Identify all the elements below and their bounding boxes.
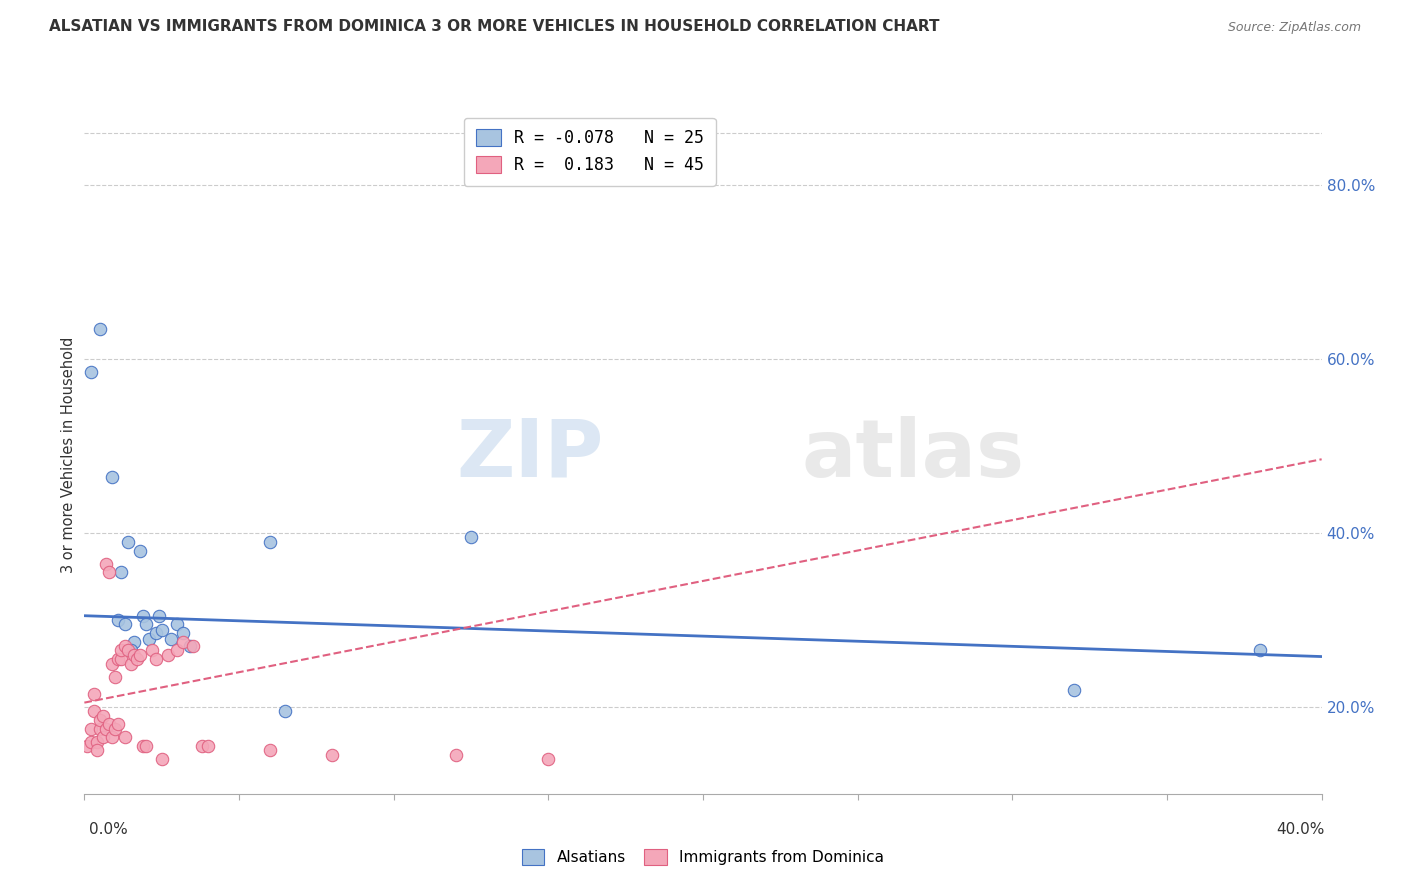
Point: [138, 632, 160, 647]
Point: [145, 652, 167, 666]
Point: [321, 747, 343, 762]
Point: [79, 735, 101, 749]
Point: [76, 739, 98, 753]
Point: [125, 652, 148, 666]
Point: [110, 652, 132, 666]
Point: [86, 735, 108, 749]
Legend: Alsatians, Immigrants from Dominica: Alsatians, Immigrants from Dominica: [516, 843, 890, 871]
Point: [166, 643, 188, 657]
Point: [150, 624, 173, 638]
Point: [132, 608, 155, 623]
Point: [91, 731, 114, 745]
Point: [101, 731, 124, 745]
Point: [129, 648, 152, 662]
Point: [444, 747, 467, 762]
Point: [79, 722, 101, 736]
Point: [98, 566, 121, 580]
Point: [181, 639, 204, 653]
Point: [91, 708, 114, 723]
Point: [135, 617, 157, 632]
Point: [1249, 643, 1271, 657]
Point: [79, 365, 101, 379]
Text: 0.0%: 0.0%: [89, 822, 128, 837]
Point: [122, 634, 145, 648]
Y-axis label: 3 or more Vehicles in Household: 3 or more Vehicles in Household: [60, 337, 76, 573]
Point: [83, 704, 105, 718]
Point: [101, 657, 124, 671]
Point: [104, 722, 127, 736]
Point: [117, 643, 139, 657]
Point: [1063, 682, 1085, 697]
Legend: R = -0.078   N = 25, R =  0.183   N = 45: R = -0.078 N = 25, R = 0.183 N = 45: [464, 118, 716, 186]
Point: [259, 743, 281, 757]
Point: [274, 704, 297, 718]
Point: [179, 639, 201, 653]
Point: [129, 543, 152, 558]
Point: [86, 743, 108, 757]
Point: [191, 739, 214, 753]
Point: [114, 639, 136, 653]
Point: [117, 534, 139, 549]
Point: [166, 617, 188, 632]
Point: [98, 717, 121, 731]
Point: [537, 752, 560, 766]
Point: [197, 739, 219, 753]
Text: Source: ZipAtlas.com: Source: ZipAtlas.com: [1227, 21, 1361, 34]
Point: [148, 608, 170, 623]
Point: [120, 643, 142, 657]
Point: [94, 722, 117, 736]
Point: [145, 626, 167, 640]
Point: [114, 731, 136, 745]
Point: [110, 566, 132, 580]
Point: [107, 717, 129, 731]
Point: [89, 322, 111, 336]
Point: [120, 657, 142, 671]
Point: [172, 634, 194, 648]
Point: [172, 626, 194, 640]
Point: [160, 632, 183, 647]
Point: [122, 648, 145, 662]
Point: [132, 739, 155, 753]
Point: [89, 713, 111, 727]
Point: [156, 648, 179, 662]
Point: [104, 669, 127, 683]
Point: [141, 643, 163, 657]
Point: [259, 534, 281, 549]
Text: ZIP: ZIP: [457, 416, 605, 494]
Point: [110, 643, 132, 657]
Point: [101, 469, 124, 483]
Text: atlas: atlas: [801, 416, 1025, 494]
Point: [114, 617, 136, 632]
Point: [107, 652, 129, 666]
Text: ALSATIAN VS IMMIGRANTS FROM DOMINICA 3 OR MORE VEHICLES IN HOUSEHOLD CORRELATION: ALSATIAN VS IMMIGRANTS FROM DOMINICA 3 O…: [49, 20, 939, 34]
Point: [135, 739, 157, 753]
Text: 40.0%: 40.0%: [1277, 822, 1324, 837]
Point: [107, 613, 129, 627]
Point: [150, 752, 173, 766]
Point: [94, 557, 117, 571]
Point: [89, 722, 111, 736]
Point: [460, 531, 482, 545]
Point: [83, 687, 105, 701]
